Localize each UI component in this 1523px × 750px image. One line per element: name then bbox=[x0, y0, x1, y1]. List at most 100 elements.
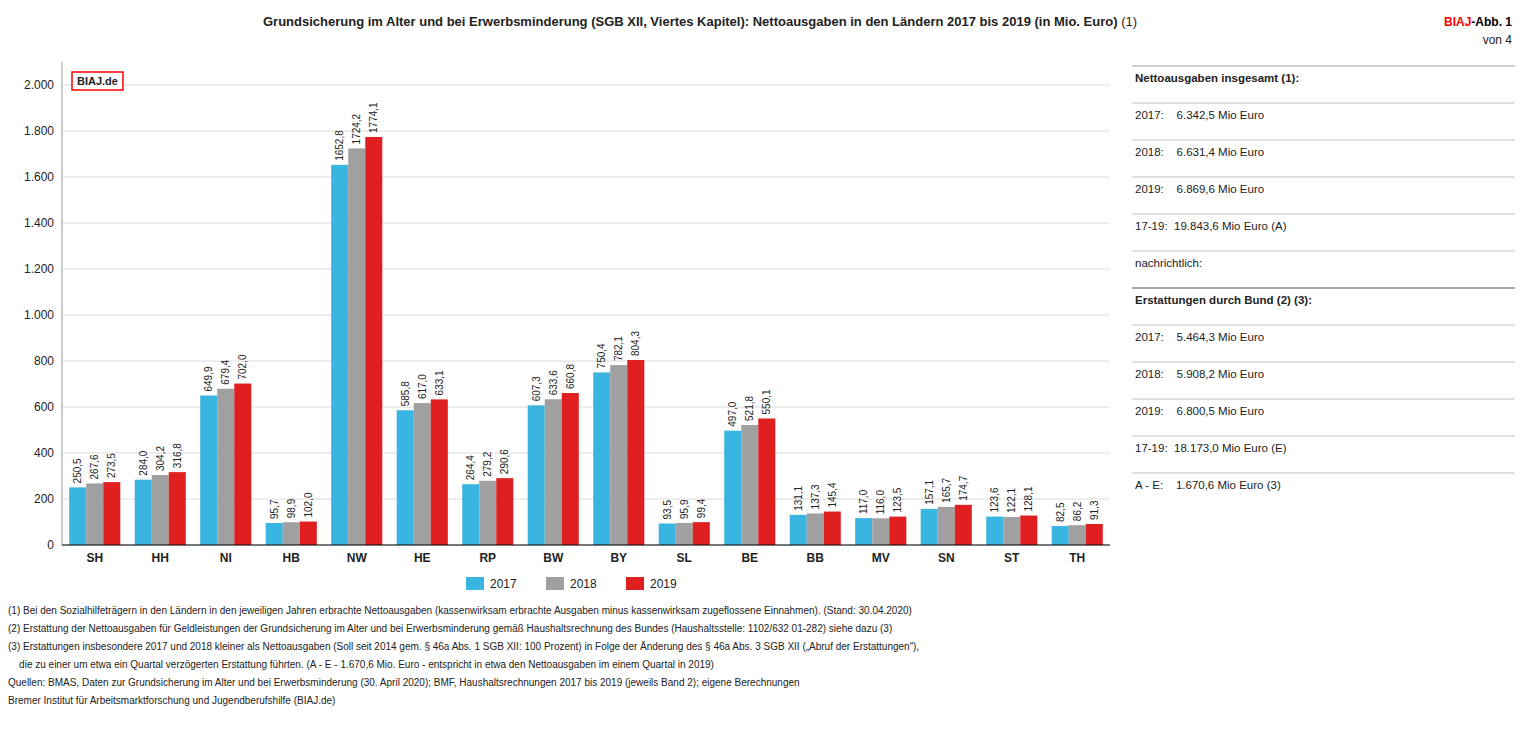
bar bbox=[938, 507, 955, 545]
grid-line bbox=[62, 315, 1110, 316]
x-tick-label: TH bbox=[1069, 551, 1085, 565]
info-heading: Nettoausgaben insgesamt (1): bbox=[1135, 72, 1299, 84]
data-label: 521,8 bbox=[744, 396, 755, 421]
data-label: 122,1 bbox=[1006, 487, 1017, 512]
legend-label: 2017 bbox=[490, 577, 517, 591]
bar bbox=[741, 425, 758, 545]
data-label: 1774,1 bbox=[368, 102, 379, 133]
info-line: 2019: 6.800,5 Mio Euro bbox=[1135, 405, 1264, 417]
data-label: 585,8 bbox=[400, 381, 411, 406]
data-label: 102,0 bbox=[303, 492, 314, 517]
bar bbox=[1052, 526, 1069, 545]
legend-label: 2019 bbox=[650, 577, 677, 591]
bar bbox=[562, 393, 579, 545]
badge-part: -Abb. 1 bbox=[1471, 15, 1512, 29]
data-label: 633,1 bbox=[434, 370, 445, 395]
bar bbox=[889, 517, 906, 545]
data-label: 617,0 bbox=[417, 374, 428, 399]
info-separator bbox=[1132, 214, 1515, 215]
bar bbox=[790, 515, 807, 545]
data-label: 804,3 bbox=[630, 331, 641, 356]
x-tick-label: ST bbox=[1004, 551, 1020, 565]
bar bbox=[693, 522, 710, 545]
info-separator bbox=[1132, 399, 1515, 400]
info-separator bbox=[1132, 325, 1515, 326]
value-labels: 250,5284,0649,995,71652,8585,8264,4607,3… bbox=[72, 102, 1100, 522]
y-tick-label: 400 bbox=[34, 446, 54, 460]
credit: Bremer Institut für Arbeitsmarktforschun… bbox=[8, 695, 335, 706]
data-label: 633,6 bbox=[548, 370, 559, 395]
x-tick-label: HH bbox=[152, 551, 169, 565]
data-label: 273,5 bbox=[106, 453, 117, 478]
data-label: 131,1 bbox=[793, 485, 804, 510]
data-label: 304,2 bbox=[155, 446, 166, 471]
y-tick-label: 1.000 bbox=[24, 308, 54, 322]
bar bbox=[266, 523, 283, 545]
bar bbox=[69, 487, 86, 545]
bar bbox=[758, 418, 775, 545]
data-label: 316,8 bbox=[172, 443, 183, 468]
data-label: 93,5 bbox=[662, 500, 673, 520]
info-separator bbox=[1132, 436, 1515, 437]
bar bbox=[855, 518, 872, 545]
bar bbox=[300, 522, 317, 545]
data-label: 123,6 bbox=[989, 487, 1000, 512]
info-separator bbox=[1132, 287, 1515, 288]
info-separator bbox=[1132, 140, 1515, 141]
bar bbox=[365, 137, 382, 545]
bar bbox=[348, 148, 365, 545]
bar bbox=[397, 410, 414, 545]
title-note: (1) bbox=[1118, 14, 1138, 29]
data-label: 95,7 bbox=[269, 499, 280, 519]
data-label: 145,4 bbox=[827, 482, 838, 507]
info-line: 17-19: 18.173,0 Mio Euro (E) bbox=[1135, 442, 1287, 454]
y-axis-line bbox=[62, 62, 63, 545]
data-label: 91,3 bbox=[1089, 500, 1100, 520]
bar bbox=[872, 518, 889, 545]
grid-line bbox=[62, 223, 1110, 224]
bar bbox=[986, 517, 1003, 545]
info-line: 2019: 6.869,6 Mio Euro bbox=[1135, 183, 1264, 195]
bar bbox=[86, 483, 103, 545]
annotation: BIAJ.de bbox=[72, 72, 123, 90]
footnote: (3) Erstattungen insbesondere 2017 und 2… bbox=[8, 641, 919, 652]
data-label: 157,1 bbox=[924, 479, 935, 504]
bar bbox=[824, 512, 841, 545]
title: Grundsicherung im Alter und bei Erwerbsm… bbox=[263, 14, 1137, 29]
bar bbox=[921, 509, 938, 545]
data-label: 497,0 bbox=[727, 401, 738, 426]
badge: BIAJ-Abb. 1 bbox=[1444, 15, 1512, 29]
bar bbox=[462, 484, 479, 545]
bar bbox=[593, 372, 610, 545]
bar bbox=[627, 360, 644, 545]
bar bbox=[724, 431, 741, 545]
bar bbox=[1086, 524, 1103, 545]
data-label: 123,5 bbox=[892, 487, 903, 512]
data-label: 250,5 bbox=[72, 458, 83, 483]
data-label: 264,4 bbox=[465, 455, 476, 480]
data-label: 116,0 bbox=[875, 490, 886, 515]
bar bbox=[331, 165, 348, 545]
grid-line bbox=[62, 269, 1110, 270]
info-line: 2017: 5.464,3 Mio Euro bbox=[1135, 331, 1264, 343]
x-tick-label: SL bbox=[677, 551, 692, 565]
bar bbox=[217, 389, 234, 545]
grid bbox=[62, 85, 1110, 545]
info-line: 2017: 6.342,5 Mio Euro bbox=[1135, 109, 1264, 121]
data-label: 128,1 bbox=[1023, 486, 1034, 511]
x-tick-label: SN bbox=[938, 551, 955, 565]
bar bbox=[1020, 516, 1037, 545]
data-label: 1724,2 bbox=[351, 113, 362, 144]
data-label: 702,0 bbox=[237, 354, 248, 379]
title-main: Grundsicherung im Alter und bei Erwerbsm… bbox=[263, 14, 1118, 29]
bar bbox=[103, 482, 120, 545]
x-axis-line bbox=[62, 545, 1110, 546]
x-tick-label: BB bbox=[807, 551, 825, 565]
bar bbox=[528, 405, 545, 545]
data-label: 1652,8 bbox=[334, 130, 345, 161]
bar bbox=[1069, 525, 1086, 545]
grid-line bbox=[62, 545, 1110, 546]
x-tick-label: NW bbox=[347, 551, 368, 565]
bar bbox=[807, 513, 824, 545]
info-box: Nettoausgaben insgesamt (1): 2017: 6.342,… bbox=[1132, 66, 1515, 491]
